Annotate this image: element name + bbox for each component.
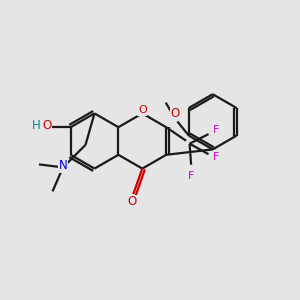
Text: O: O bbox=[42, 119, 51, 132]
Text: O: O bbox=[138, 105, 147, 116]
Text: N: N bbox=[58, 159, 68, 172]
Text: F: F bbox=[212, 125, 219, 135]
Text: H: H bbox=[32, 119, 41, 132]
Text: O: O bbox=[171, 106, 180, 120]
Text: F: F bbox=[188, 171, 194, 181]
Text: O: O bbox=[127, 195, 136, 208]
Text: F: F bbox=[212, 152, 219, 162]
